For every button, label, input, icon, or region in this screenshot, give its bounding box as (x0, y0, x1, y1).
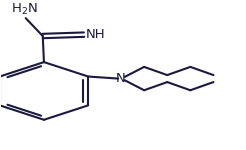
Text: H$_2$N: H$_2$N (11, 2, 38, 17)
Text: NH: NH (85, 28, 105, 41)
Text: N: N (116, 72, 126, 85)
